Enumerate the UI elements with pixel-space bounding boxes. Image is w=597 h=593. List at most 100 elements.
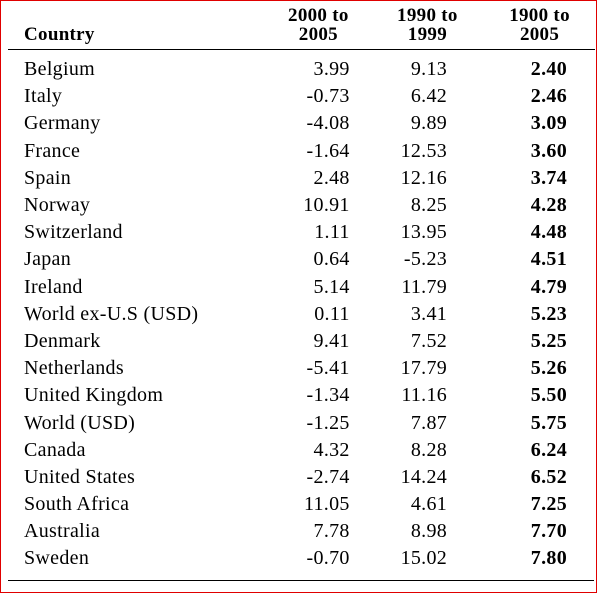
header-2000-2005-line1: 2000 to xyxy=(288,5,349,26)
table-row: France -1.64 12.53 3.60 xyxy=(8,138,595,165)
table-body: Belgium 3.99 9.13 2.40 Italy -0.73 6.42 2.46 Ger… xyxy=(8,50,595,573)
value-1900-2005-cell: 2.40 xyxy=(530,58,567,81)
country-cell: Switzerland xyxy=(24,221,123,244)
country-cell: United States xyxy=(24,465,136,488)
value-1990-1999-cell: 8.25 xyxy=(410,194,448,217)
table-row: Ireland 5.14 11.79 4.79 xyxy=(8,274,595,301)
header-1900-2005-line2: 2005 xyxy=(519,24,560,45)
value-1900-2005-cell: 5.75 xyxy=(530,411,567,434)
country-cell: Spain xyxy=(24,166,72,189)
value-1900-2005-cell: 5.23 xyxy=(530,302,567,325)
country-cell: Japan xyxy=(24,248,72,271)
value-1990-1999-cell: 9.89 xyxy=(410,112,448,135)
header-1990-1999: 1990 to 1999 xyxy=(370,5,485,50)
value-1900-2005-cell: 7.70 xyxy=(530,520,567,543)
country-cell: Netherlands xyxy=(24,357,124,380)
country-cell: World (USD) xyxy=(24,411,136,434)
country-cell: Australia xyxy=(24,520,101,543)
value-2000-2005-cell: -5.41 xyxy=(306,357,350,380)
country-cell: Sweden xyxy=(24,547,90,570)
value-1900-2005-cell: 5.50 xyxy=(530,384,567,407)
value-1900-2005-cell: 4.28 xyxy=(530,194,567,217)
value-1990-1999-cell: 12.53 xyxy=(400,139,448,162)
value-2000-2005-cell: 11.05 xyxy=(303,493,350,516)
country-cell: Italy xyxy=(24,85,63,108)
returns-table: Country 2000 to 2005 1990 to 1999 1900 t… xyxy=(8,6,595,573)
value-2000-2005-cell: -1.34 xyxy=(306,384,350,407)
table-row: Canada 4.32 8.28 6.24 xyxy=(8,437,595,464)
header-2000-2005-line2: 2005 xyxy=(298,24,338,45)
value-1990-1999-cell: 8.28 xyxy=(410,438,448,461)
value-1990-1999-cell: 8.98 xyxy=(410,520,448,543)
value-1900-2005-cell: 5.25 xyxy=(530,329,567,352)
value-2000-2005-cell: -0.73 xyxy=(306,85,350,108)
table-row: Denmark 9.41 7.52 5.25 xyxy=(8,328,595,355)
country-cell: Denmark xyxy=(24,329,101,352)
country-cell: South Africa xyxy=(24,493,130,516)
header-1900-2005-line1: 1900 to xyxy=(509,5,570,26)
value-2000-2005-cell: 4.32 xyxy=(313,438,350,461)
value-1990-1999-cell: 17.79 xyxy=(400,357,448,380)
table-row: Germany -4.08 9.89 3.09 xyxy=(8,110,595,137)
table-row: United States -2.74 14.24 6.52 xyxy=(8,464,595,491)
value-1900-2005-cell: 4.51 xyxy=(530,248,567,271)
value-2000-2005-cell: 10.91 xyxy=(303,194,350,217)
value-2000-2005-cell: 0.11 xyxy=(314,302,350,325)
table-row: World (USD) -1.25 7.87 5.75 xyxy=(8,409,595,436)
value-2000-2005-cell: 7.78 xyxy=(313,520,350,543)
value-1900-2005-cell: 5.26 xyxy=(530,357,567,380)
header-row: Country 2000 to 2005 1990 to 1999 1900 t… xyxy=(8,6,595,50)
value-1900-2005-cell: 4.48 xyxy=(530,221,567,244)
header-2000-2005: 2000 to 2005 xyxy=(266,6,371,50)
table-row: United Kingdom -1.34 11.16 5.50 xyxy=(8,382,595,409)
value-1990-1999-cell: 7.87 xyxy=(410,411,448,434)
value-2000-2005-cell: 5.14 xyxy=(313,275,350,298)
country-cell: Canada xyxy=(24,438,86,461)
value-2000-2005-cell: -0.70 xyxy=(306,547,350,570)
table-row: Switzerland 1.11 13.95 4.48 xyxy=(8,219,595,246)
country-cell: Norway xyxy=(24,194,91,217)
value-1900-2005-cell: 2.46 xyxy=(530,85,567,108)
value-2000-2005-cell: 1.11 xyxy=(314,221,350,244)
value-2000-2005-cell: 0.64 xyxy=(313,248,350,271)
country-cell: France xyxy=(24,139,81,162)
value-1990-1999-cell: 7.52 xyxy=(410,329,448,352)
value-1900-2005-cell: 6.24 xyxy=(530,438,567,461)
value-1990-1999-cell: 12.16 xyxy=(400,166,448,189)
value-1990-1999-cell: 9.13 xyxy=(410,58,448,81)
table-row: South Africa 11.05 4.61 7.25 xyxy=(8,491,595,518)
header-country-label: Country xyxy=(24,24,95,45)
table-row: Netherlands -5.41 17.79 5.26 xyxy=(8,355,595,382)
value-1990-1999-cell: 14.24 xyxy=(400,465,448,488)
value-1900-2005-cell: 7.25 xyxy=(530,493,567,516)
table-row: Sweden -0.70 15.02 7.80 xyxy=(8,545,595,572)
value-1990-1999-cell: 3.41 xyxy=(410,302,448,325)
value-2000-2005-cell: -1.64 xyxy=(306,139,350,162)
country-cell: Belgium xyxy=(24,58,95,81)
table-row: Japan 0.64 -5.23 4.51 xyxy=(8,246,595,273)
table-bottom-rule xyxy=(8,580,594,581)
value-1990-1999-cell: 15.02 xyxy=(400,547,448,570)
value-2000-2005-cell: -4.08 xyxy=(306,112,350,135)
value-1990-1999-cell: 11.16 xyxy=(401,384,448,407)
country-cell: Germany xyxy=(24,112,101,135)
table-row: Italy -0.73 6.42 2.46 xyxy=(8,83,595,110)
header-country: Country xyxy=(8,6,267,50)
table-row: Belgium 3.99 9.13 2.40 xyxy=(8,50,595,84)
header-1990-1999-line1: 1990 to xyxy=(397,5,458,26)
table-row: World ex-U.S (USD) 0.11 3.41 5.23 xyxy=(8,301,595,328)
country-cell: Ireland xyxy=(24,275,83,298)
table-row: Spain 2.48 12.16 3.74 xyxy=(8,165,595,192)
value-1900-2005-cell: 3.60 xyxy=(530,139,567,162)
value-1900-2005-cell: 3.09 xyxy=(530,112,567,135)
value-1990-1999-cell: 4.61 xyxy=(410,493,448,516)
country-cell: World ex-U.S (USD) xyxy=(24,302,199,325)
value-2000-2005-cell: 9.41 xyxy=(313,329,350,352)
table-row: Australia 7.78 8.98 7.70 xyxy=(8,518,595,545)
value-1900-2005-cell: 6.52 xyxy=(530,465,567,488)
value-1990-1999-cell: -5.23 xyxy=(403,248,448,271)
value-2000-2005-cell: 3.99 xyxy=(313,58,350,81)
value-1900-2005-cell: 4.79 xyxy=(530,275,567,298)
table-row: Norway 10.91 8.25 4.28 xyxy=(8,192,595,219)
value-1990-1999-cell: 11.79 xyxy=(401,275,448,298)
